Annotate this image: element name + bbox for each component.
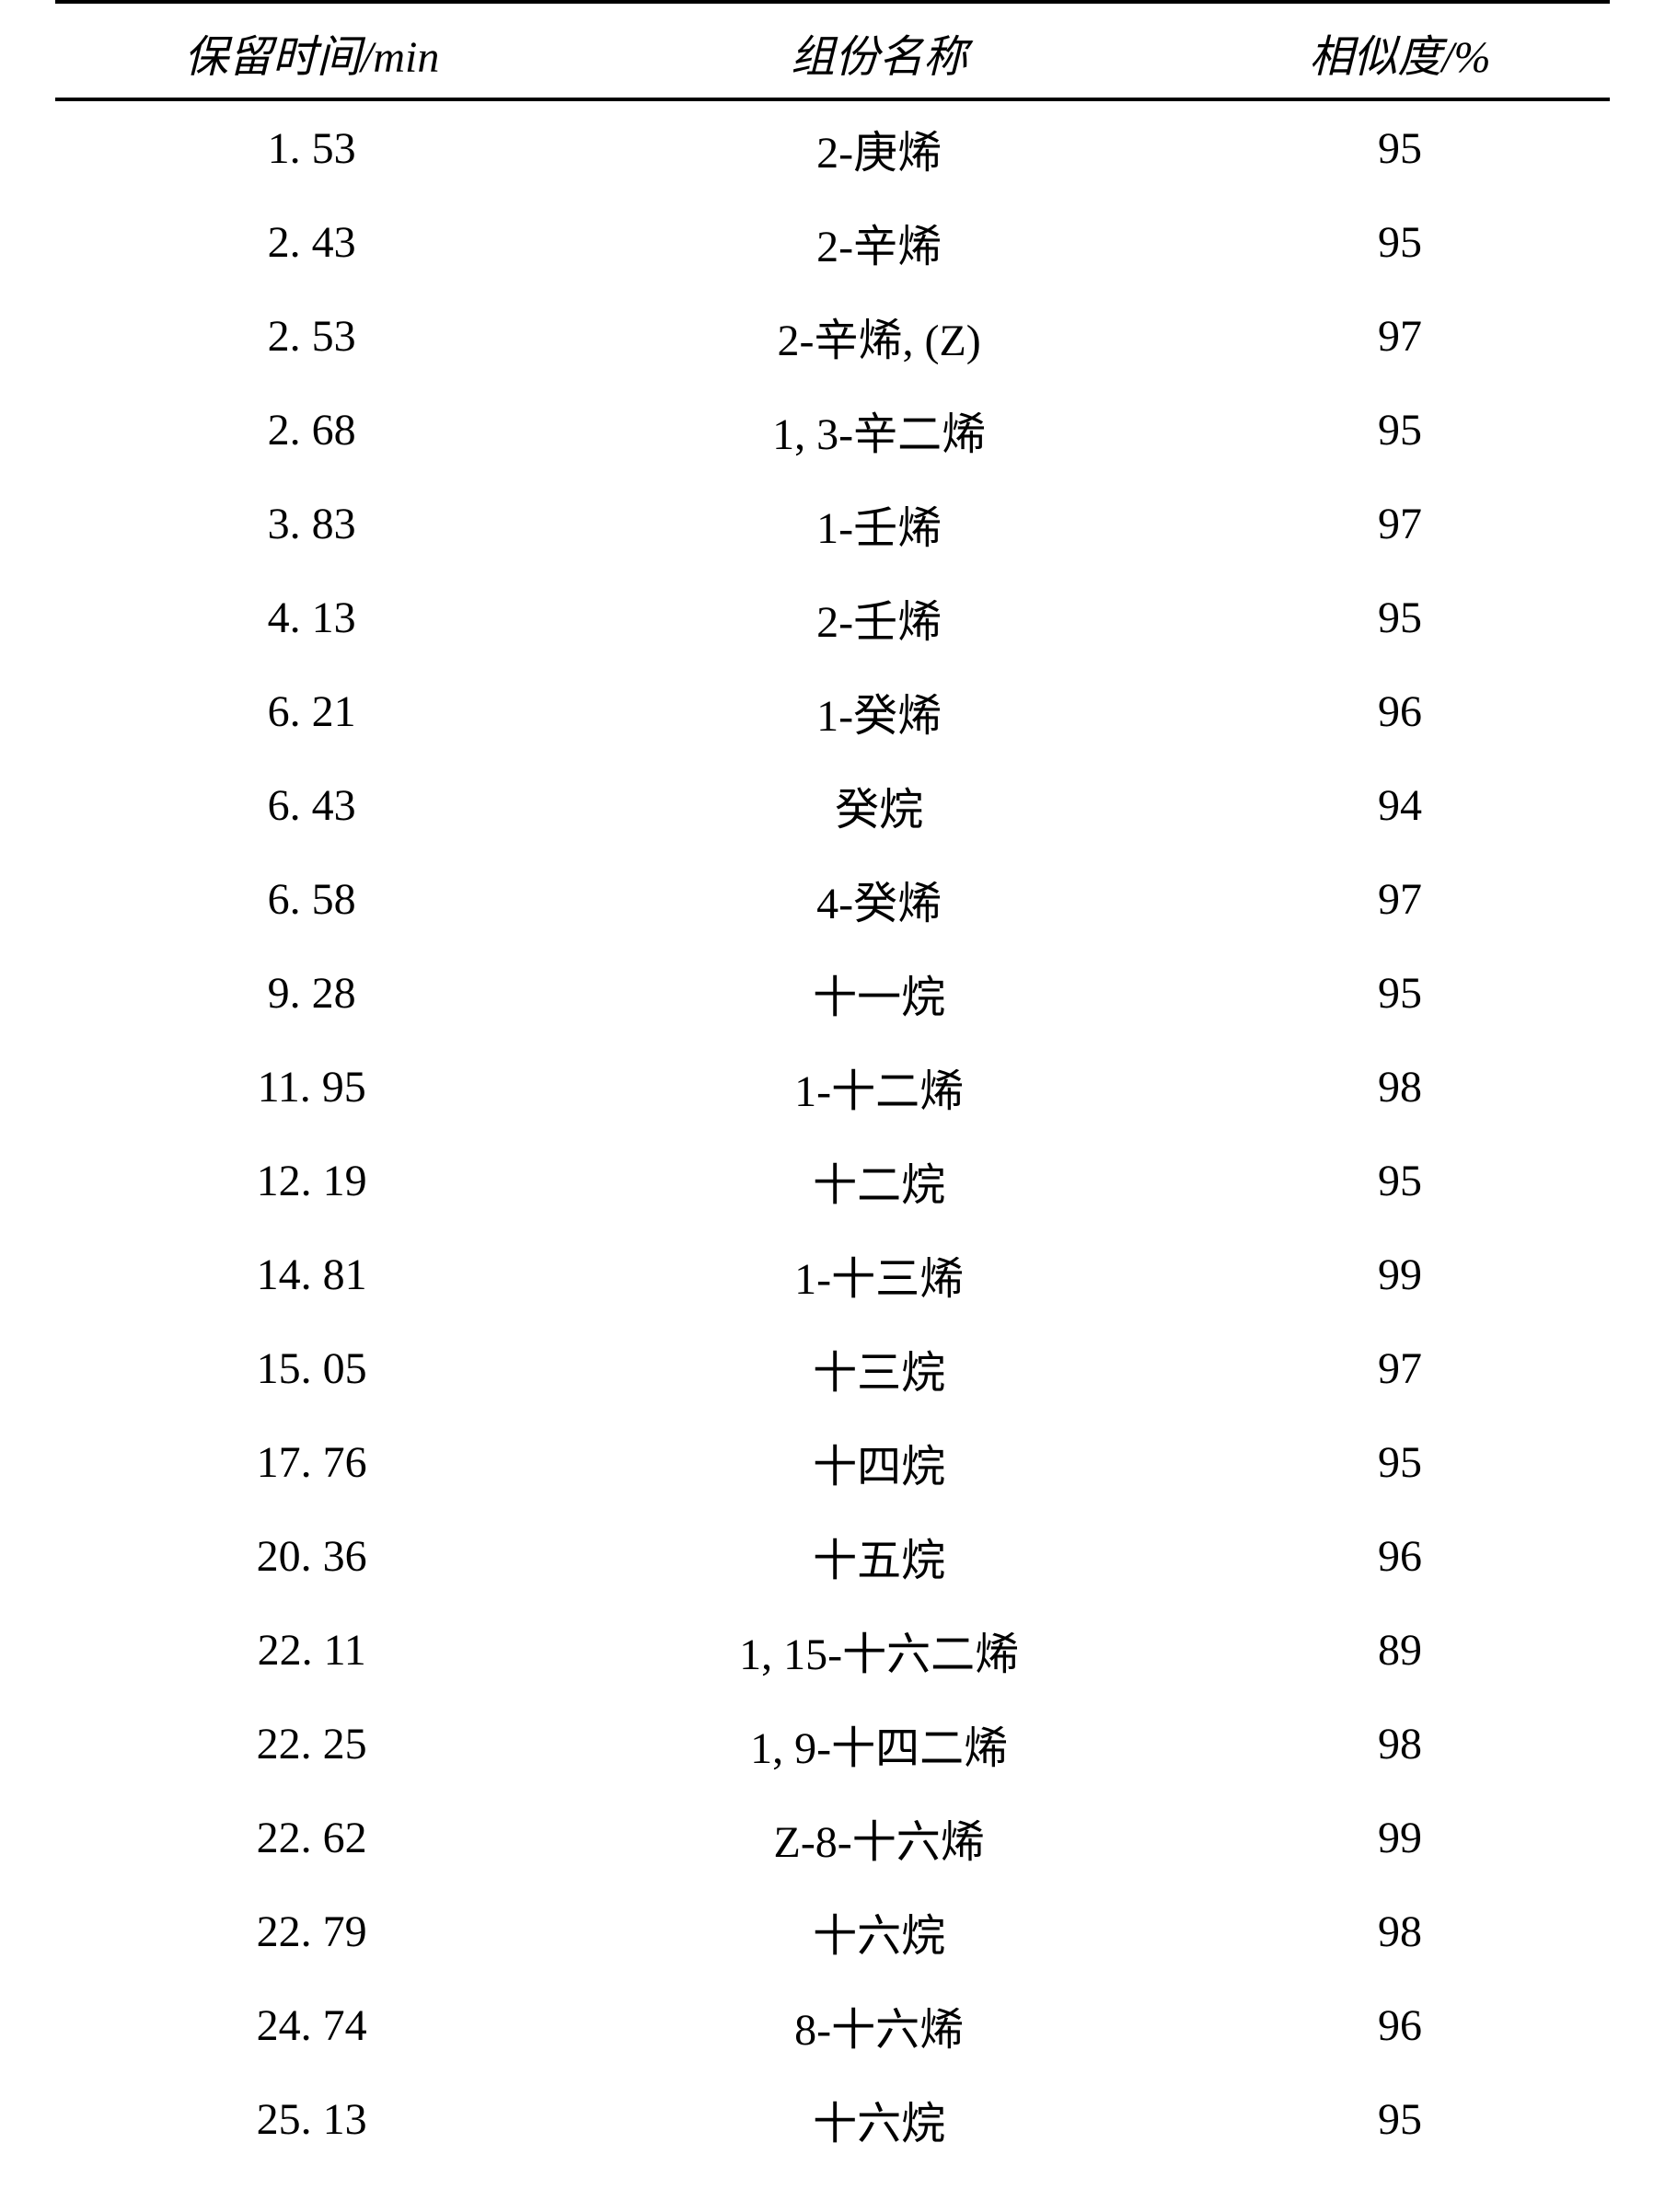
cell-similarity: 98 [1190, 1884, 1610, 1978]
cell-similarity: 95 [1190, 570, 1610, 664]
cell-component-name: 1, 9-十四二烯 [568, 1697, 1190, 1791]
col-header-similarity: 相似度/% [1190, 2, 1610, 99]
cell-similarity: 89 [1190, 1603, 1610, 1697]
table-row: 2. 53 2-辛烯, (Z) 97 [55, 289, 1610, 383]
cell-similarity: 97 [1190, 852, 1610, 946]
cell-similarity: 97 [1190, 1321, 1610, 1415]
cell-similarity: 97 [1190, 289, 1610, 383]
cell-retention-time: 9. 28 [55, 946, 568, 1040]
col-header-retention-time: 保留时间/min [55, 2, 568, 99]
cell-component-name: 1, 3-辛二烯 [568, 383, 1190, 477]
table-row: 20. 36 十五烷 96 [55, 1509, 1610, 1603]
table-row: 22. 11 1, 15-十六二烯 89 [55, 1603, 1610, 1697]
cell-component-name: 1-壬烯 [568, 477, 1190, 570]
table-row: 2. 68 1, 3-辛二烯 95 [55, 383, 1610, 477]
cell-retention-time: 14. 81 [55, 1227, 568, 1321]
table-row: 6. 43 癸烷 94 [55, 758, 1610, 852]
cell-similarity: 96 [1190, 664, 1610, 758]
cell-retention-time: 6. 43 [55, 758, 568, 852]
cell-similarity: 95 [1190, 383, 1610, 477]
table-row: 12. 19 十二烷 95 [55, 1134, 1610, 1227]
table-row: 1. 53 2-庚烯 95 [55, 99, 1610, 195]
page: 保留时间/min 组份名称 相似度/% 1. 53 2-庚烯 95 2. 43 … [0, 0, 1665, 2212]
cell-similarity: 98 [1190, 1697, 1610, 1791]
cell-similarity: 97 [1190, 477, 1610, 570]
table-body: 1. 53 2-庚烯 95 2. 43 2-辛烯 95 2. 53 2-辛烯, … [55, 99, 1610, 2166]
cell-retention-time: 22. 62 [55, 1791, 568, 1884]
cell-component-name: 十六烷 [568, 1884, 1190, 1978]
table-row: 14. 81 1-十三烯 99 [55, 1227, 1610, 1321]
table-row: 15. 05 十三烷 97 [55, 1321, 1610, 1415]
cell-similarity: 95 [1190, 1134, 1610, 1227]
cell-retention-time: 17. 76 [55, 1415, 568, 1509]
table-row: 22. 25 1, 9-十四二烯 98 [55, 1697, 1610, 1791]
table-row: 4. 13 2-壬烯 95 [55, 570, 1610, 664]
cell-similarity: 95 [1190, 946, 1610, 1040]
cell-retention-time: 12. 19 [55, 1134, 568, 1227]
cell-component-name: 1-十二烯 [568, 1040, 1190, 1134]
cell-retention-time: 3. 83 [55, 477, 568, 570]
cell-retention-time: 20. 36 [55, 1509, 568, 1603]
cell-component-name: Z-8-十六烯 [568, 1791, 1190, 1884]
cell-component-name: 2-辛烯 [568, 195, 1190, 289]
cell-retention-time: 24. 74 [55, 1978, 568, 2072]
cell-similarity: 96 [1190, 1509, 1610, 1603]
table-row: 11. 95 1-十二烯 98 [55, 1040, 1610, 1134]
table-row: 25. 13 十六烷 95 [55, 2072, 1610, 2166]
data-table: 保留时间/min 组份名称 相似度/% 1. 53 2-庚烯 95 2. 43 … [55, 0, 1610, 2166]
table-row: 6. 21 1-癸烯 96 [55, 664, 1610, 758]
cell-component-name: 4-癸烯 [568, 852, 1190, 946]
table-row: 24. 74 8-十六烯 96 [55, 1978, 1610, 2072]
cell-retention-time: 4. 13 [55, 570, 568, 664]
cell-component-name: 十三烷 [568, 1321, 1190, 1415]
table-row: 9. 28 十一烷 95 [55, 946, 1610, 1040]
cell-retention-time: 22. 79 [55, 1884, 568, 1978]
cell-component-name: 十六烷 [568, 2072, 1190, 2166]
table-row: 2. 43 2-辛烯 95 [55, 195, 1610, 289]
cell-retention-time: 2. 43 [55, 195, 568, 289]
cell-retention-time: 15. 05 [55, 1321, 568, 1415]
cell-retention-time: 22. 25 [55, 1697, 568, 1791]
cell-retention-time: 1. 53 [55, 99, 568, 195]
cell-retention-time: 2. 68 [55, 383, 568, 477]
cell-component-name: 十四烷 [568, 1415, 1190, 1509]
cell-similarity: 98 [1190, 1040, 1610, 1134]
cell-component-name: 1-十三烯 [568, 1227, 1190, 1321]
cell-similarity: 99 [1190, 1791, 1610, 1884]
cell-similarity: 96 [1190, 1978, 1610, 2072]
cell-retention-time: 22. 11 [55, 1603, 568, 1697]
cell-retention-time: 6. 21 [55, 664, 568, 758]
cell-retention-time: 25. 13 [55, 2072, 568, 2166]
cell-retention-time: 11. 95 [55, 1040, 568, 1134]
cell-component-name: 2-庚烯 [568, 99, 1190, 195]
cell-component-name: 2-辛烯, (Z) [568, 289, 1190, 383]
cell-similarity: 95 [1190, 2072, 1610, 2166]
cell-component-name: 2-壬烯 [568, 570, 1190, 664]
cell-component-name: 十二烷 [568, 1134, 1190, 1227]
cell-similarity: 99 [1190, 1227, 1610, 1321]
cell-similarity: 95 [1190, 195, 1610, 289]
table-row: 22. 62 Z-8-十六烯 99 [55, 1791, 1610, 1884]
cell-component-name: 十一烷 [568, 946, 1190, 1040]
table-row: 17. 76 十四烷 95 [55, 1415, 1610, 1509]
cell-retention-time: 2. 53 [55, 289, 568, 383]
cell-similarity: 94 [1190, 758, 1610, 852]
table-header-row: 保留时间/min 组份名称 相似度/% [55, 2, 1610, 99]
cell-component-name: 癸烷 [568, 758, 1190, 852]
col-header-component-name: 组份名称 [568, 2, 1190, 99]
table-row: 3. 83 1-壬烯 97 [55, 477, 1610, 570]
cell-similarity: 95 [1190, 99, 1610, 195]
cell-component-name: 1, 15-十六二烯 [568, 1603, 1190, 1697]
cell-component-name: 8-十六烯 [568, 1978, 1190, 2072]
table-row: 6. 58 4-癸烯 97 [55, 852, 1610, 946]
cell-component-name: 1-癸烯 [568, 664, 1190, 758]
cell-retention-time: 6. 58 [55, 852, 568, 946]
cell-component-name: 十五烷 [568, 1509, 1190, 1603]
table-row: 22. 79 十六烷 98 [55, 1884, 1610, 1978]
cell-similarity: 95 [1190, 1415, 1610, 1509]
